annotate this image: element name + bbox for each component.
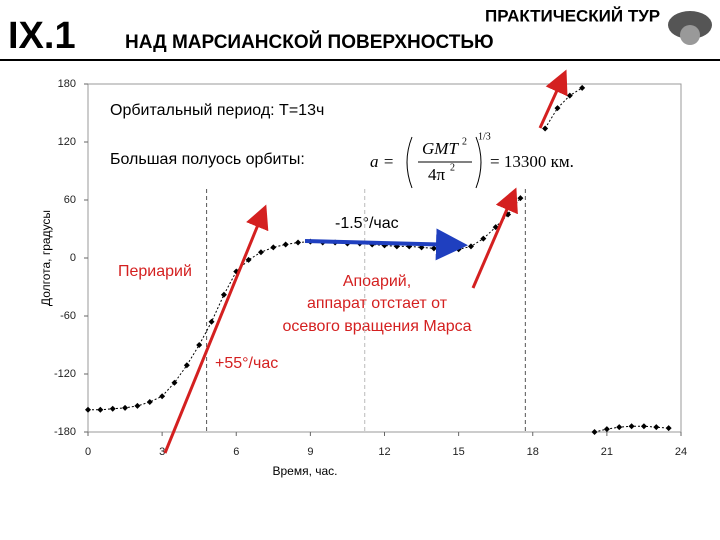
- data-point: [665, 425, 672, 432]
- x-tick-label: 0: [85, 446, 91, 458]
- y-tick-label: -120: [54, 368, 76, 380]
- x-tick-label: 15: [453, 446, 465, 458]
- y-tick-label: 180: [58, 78, 76, 90]
- annotation: -1.5°/час: [335, 215, 399, 232]
- y-tick-label: 120: [58, 136, 76, 148]
- data-line: [544, 87, 583, 129]
- data-point: [196, 342, 203, 348]
- data-point: [579, 84, 586, 91]
- data-point: [282, 241, 289, 248]
- formula: 1/3: [478, 131, 491, 142]
- y-tick-label: 0: [70, 252, 76, 264]
- data-point: [270, 244, 277, 251]
- x-tick-label: 9: [307, 446, 313, 458]
- annotation: Большая полуось орбиты:: [110, 151, 305, 168]
- data-point: [554, 105, 561, 112]
- x-tick-label: 12: [378, 446, 390, 458]
- section: IX.1: [8, 15, 76, 57]
- x-tick-label: 6: [233, 446, 239, 458]
- x-tick-label: 24: [675, 446, 687, 458]
- annotation: Орбитальный период: T=13ч: [110, 102, 324, 119]
- formula: = 13300 км.: [490, 152, 574, 171]
- tour: ПРАКТИЧЕСКИЙ ТУР: [485, 6, 660, 25]
- formula: GMT: [422, 139, 459, 158]
- annotation: осевого вращения Марса: [282, 318, 471, 335]
- data-point: [295, 239, 302, 246]
- icon: [668, 11, 712, 45]
- data-line: [88, 197, 521, 411]
- arrows: [163, 69, 568, 454]
- y-tick-label: 60: [64, 194, 76, 206]
- data-point: [245, 256, 252, 263]
- x-tick-label: 18: [527, 446, 539, 458]
- y-axis-label: Долгота, градусы: [39, 210, 53, 306]
- annotation: Периарий: [118, 263, 192, 280]
- formula: 2: [450, 162, 455, 173]
- data-point: [146, 399, 153, 406]
- title: НАД МАРСИАНСКОЙ ПОВЕРХНОСТЬЮ: [125, 31, 494, 53]
- data-point: [653, 424, 660, 431]
- annotation: аппарат отстает от: [307, 295, 448, 312]
- x-tick-label: 3: [159, 446, 165, 458]
- data-point: [220, 291, 227, 298]
- x-tick-label: 21: [601, 446, 613, 458]
- formula-paren: [406, 136, 482, 189]
- x-axis-label: Время, час.: [272, 464, 337, 478]
- plot-frame: [87, 83, 682, 433]
- formula: 2: [462, 136, 467, 147]
- annotation: Апоарий,: [343, 273, 411, 290]
- y-tick-label: -60: [60, 310, 76, 322]
- annotation: +55°/час: [215, 355, 278, 372]
- y-tick-label: -180: [54, 426, 76, 438]
- formula: 4π: [428, 165, 446, 184]
- data-line: [594, 425, 669, 433]
- formula: a =: [370, 152, 394, 171]
